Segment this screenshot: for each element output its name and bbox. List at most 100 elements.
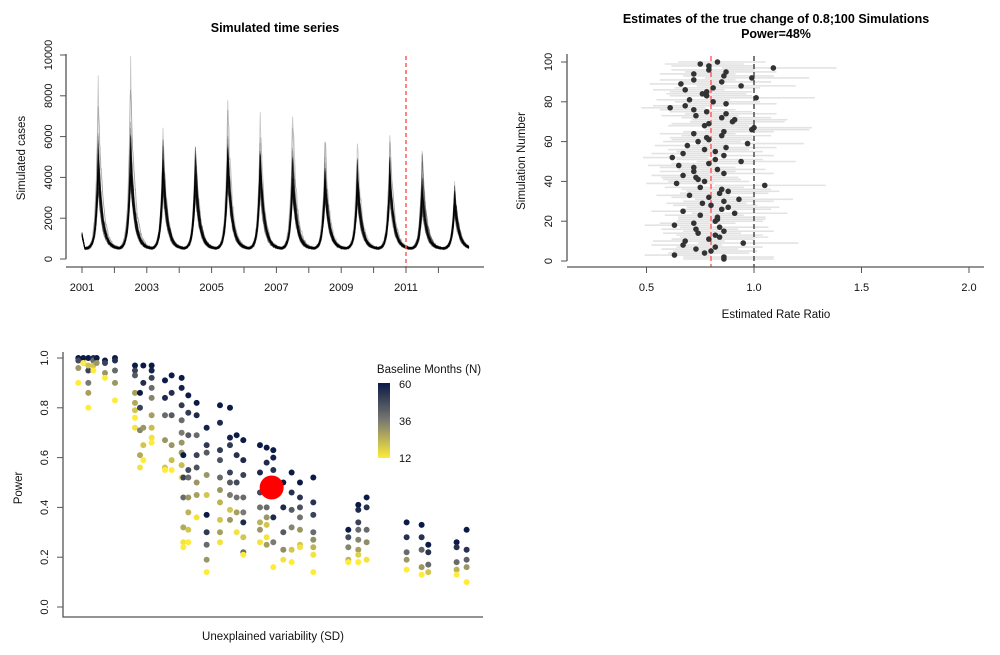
power-point [453,539,460,546]
power-point [180,539,187,546]
power-point [185,509,192,516]
x-tick-label: 2003 [135,282,159,294]
power-point [193,464,200,471]
power-point [148,384,155,391]
legend-label: 12 [399,453,411,465]
series-line [81,142,470,250]
legend-label: 36 [399,416,411,428]
power-point [418,546,425,553]
x-tick-label: 1.5 [854,282,869,294]
power-point [425,541,432,548]
power-point [270,454,277,461]
series-line [81,112,470,251]
x-tick-label: 2007 [264,282,288,294]
estimate-point [703,93,710,99]
power-point [355,551,362,558]
power-point [131,367,138,374]
power-point [216,457,223,464]
legend-title: Baseline Months (N) [377,364,481,376]
power-point [288,506,295,513]
power-point [216,419,223,426]
estimate-point [708,248,714,254]
y-tick-label: 1.0 [39,350,51,365]
power-point [233,452,240,459]
series-line [81,136,470,251]
power-point [203,472,210,479]
power-point [296,504,303,511]
y-tick-label: 0.4 [39,500,51,515]
x-tick-label: 2001 [70,282,94,294]
estimate-point [691,130,697,137]
power-point [345,559,352,566]
power-point [263,514,270,521]
power-point [256,519,263,526]
power-point [463,526,470,533]
y-tick-label: 8000 [43,84,55,108]
power-point [203,442,210,449]
estimate-point [761,182,768,189]
power-point [256,442,263,449]
estimate-point [691,220,697,226]
power-point [403,556,410,563]
power-point [310,569,317,576]
power-point [101,359,108,366]
axes [62,352,483,618]
power-point [136,452,143,459]
estimate-point [716,234,723,240]
power-point [185,392,192,399]
power-point [463,546,470,553]
power-point [310,536,317,543]
estimate-point [712,148,719,155]
estimate-point [701,146,708,153]
estimate-point [753,95,759,101]
estimate-point [721,128,727,135]
legend-colorbar [378,383,390,458]
estimate-point [744,140,751,147]
power-point [216,402,223,409]
estimate-point [669,154,676,161]
power-point [233,509,240,516]
power-point [363,539,370,546]
power-point [256,526,263,533]
power-point [80,355,87,361]
power-point [363,504,370,511]
estimate-point [712,244,719,250]
estimate-point [718,114,725,121]
power-point [185,474,192,481]
series-line [81,127,469,251]
estimate-point [701,178,708,185]
estimate-point [736,196,742,203]
estimate-point [738,158,744,165]
estimate-point [721,198,727,205]
power-point [148,367,155,374]
estimate-point [703,89,710,95]
power-point [355,519,362,526]
y-tick-label: 0 [543,258,555,264]
power-point [193,491,200,498]
power-point [90,367,97,374]
estimate-point [703,108,710,115]
power-point [240,472,247,479]
power-point [425,569,432,576]
x-tick-label: 0.5 [639,282,654,294]
power-point [193,452,200,459]
power-point [161,394,168,401]
series-line [81,100,470,251]
power-point [263,534,270,541]
power-point [80,359,87,366]
power-point [85,362,92,369]
power-point [180,452,187,459]
power-panel: Power Unexplained variability (SD) 0.0 0.… [13,350,483,643]
power-point [111,379,118,386]
power-point [296,514,303,521]
power-point [216,474,223,481]
power-point [185,432,192,439]
chart-title: Simulated time series [211,21,340,35]
estimate-point [770,65,777,71]
power-point [463,579,470,586]
power-point [355,559,362,566]
power-point [168,372,175,379]
estimate-point [686,97,693,103]
power-point [280,546,287,553]
power-point [233,479,240,486]
